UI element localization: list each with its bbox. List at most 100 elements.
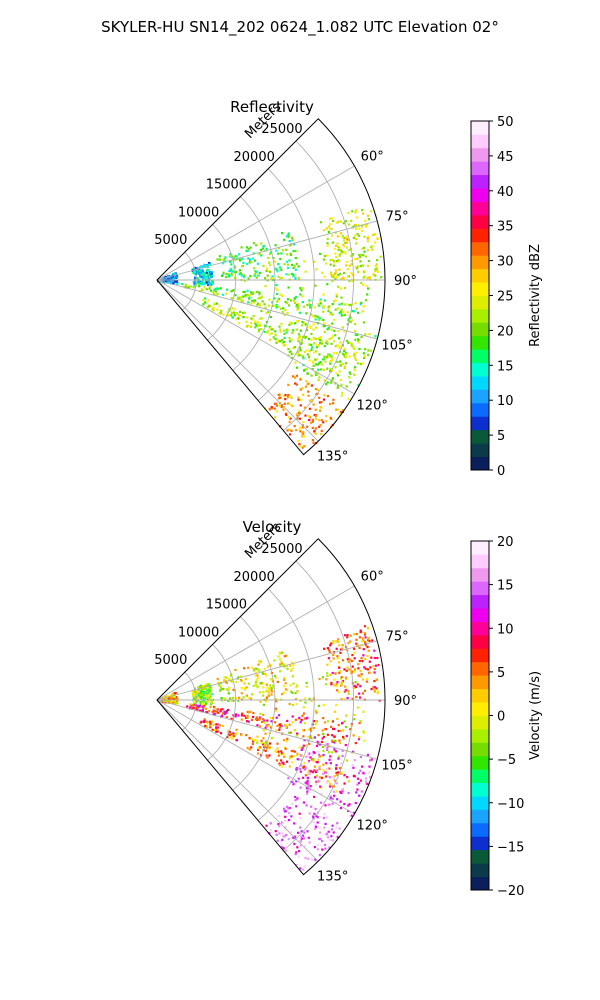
echo-pixel	[309, 399, 312, 402]
echo-pixel	[366, 645, 369, 649]
echo-pixel	[280, 845, 283, 849]
echo-pixel	[358, 692, 361, 695]
echo-pixel	[333, 300, 336, 303]
echo-pixel	[284, 300, 287, 304]
echo-pixel	[268, 408, 271, 411]
echo-pixel	[287, 347, 290, 351]
range-tick-label: 25000	[261, 542, 302, 557]
echo-pixel	[360, 673, 363, 676]
echo-pixel	[191, 707, 194, 710]
echo-pixel	[208, 710, 211, 713]
echo-pixel	[302, 435, 305, 438]
echo-pixel	[270, 736, 273, 740]
echo-pixel	[368, 333, 371, 336]
echo-pixel	[319, 743, 322, 746]
echo-pixel	[290, 353, 293, 356]
echo-pixel	[260, 309, 263, 313]
echo-pixel	[298, 716, 301, 719]
echo-pixel	[194, 702, 197, 705]
echo-pixel	[276, 288, 279, 292]
echo-pixel	[318, 778, 321, 781]
echo-pixel	[286, 328, 289, 332]
echo-pixel	[168, 276, 171, 279]
echo-pixel	[338, 767, 342, 770]
echo-pixel	[216, 726, 219, 729]
colorbar-swatch	[471, 201, 489, 216]
colorbar-tick-label: 40	[497, 185, 514, 200]
echo-pixel	[309, 306, 312, 309]
echo-pixel	[196, 271, 199, 274]
echo-pixel	[316, 761, 319, 764]
echo-pixel	[211, 710, 214, 714]
echo-pixel	[264, 285, 267, 288]
echo-pixel	[286, 429, 289, 432]
echo-pixel	[349, 728, 352, 731]
echo-pixel	[267, 665, 270, 668]
echo-pixel	[285, 331, 288, 334]
echo-pixel	[312, 821, 315, 824]
echo-pixel	[283, 332, 286, 336]
echo-pixel	[201, 705, 204, 708]
echo-pixel	[314, 314, 317, 317]
echo-pixel	[251, 299, 254, 302]
echo-pixel	[338, 370, 341, 373]
echo-pixel	[240, 675, 243, 678]
echo-pixel	[359, 260, 362, 263]
echo-pixel	[240, 714, 244, 717]
colorbar-swatch	[471, 429, 489, 444]
echo-pixel	[238, 269, 241, 272]
echo-pixel	[315, 769, 319, 772]
echo-pixel	[333, 741, 336, 744]
echo-pixel	[302, 712, 306, 715]
echo-pixel	[288, 830, 291, 833]
echo-pixel	[349, 634, 352, 637]
echo-pixel	[283, 655, 286, 658]
echo-pixel	[333, 775, 336, 778]
echo-pixel	[306, 790, 309, 793]
echo-pixel	[215, 302, 218, 305]
echo-pixel	[215, 730, 218, 733]
echo-pixel	[351, 309, 354, 313]
range-ring	[181, 251, 197, 311]
echo-pixel	[359, 363, 362, 366]
echo-pixel	[327, 306, 330, 309]
echo-pixel	[359, 630, 362, 634]
echo-pixel	[225, 688, 229, 691]
echo-pixel	[305, 804, 308, 807]
echo-pixel	[266, 270, 269, 273]
echo-pixel	[314, 432, 317, 435]
echo-pixel	[248, 748, 251, 751]
echo-pixel	[338, 247, 341, 250]
echo-pixel	[347, 809, 350, 813]
echo-pixel	[317, 303, 320, 306]
echo-pixel	[356, 265, 359, 268]
echo-pixel	[257, 321, 260, 324]
echo-pixel	[277, 750, 280, 753]
echo-pixel	[306, 830, 309, 833]
echo-pixel	[326, 244, 329, 247]
echo-pixel	[375, 263, 378, 266]
echo-pixel	[325, 832, 328, 835]
echo-pixel	[331, 824, 334, 827]
echo-pixel	[304, 744, 307, 747]
echo-pixel	[352, 734, 355, 737]
theta-tick-label: 90°	[394, 274, 417, 289]
echo-pixel	[318, 401, 321, 404]
echo-pixel	[310, 374, 313, 377]
echo-pixel	[309, 785, 312, 788]
echo-pixel	[319, 831, 322, 834]
echo-pixel	[337, 220, 340, 223]
echo-pixel	[274, 337, 277, 341]
echo-pixel	[335, 767, 338, 770]
echo-pixel	[327, 225, 330, 228]
echo-pixel	[336, 374, 340, 377]
echo-pixel	[339, 800, 342, 803]
echo-pixel	[290, 396, 293, 399]
echo-pixel	[288, 723, 291, 726]
echo-pixel	[345, 264, 348, 267]
echo-pixel	[349, 381, 352, 384]
echo-pixel	[240, 718, 243, 721]
echo-pixel	[200, 709, 203, 713]
echo-pixel	[196, 277, 199, 280]
echo-pixel	[300, 837, 303, 840]
